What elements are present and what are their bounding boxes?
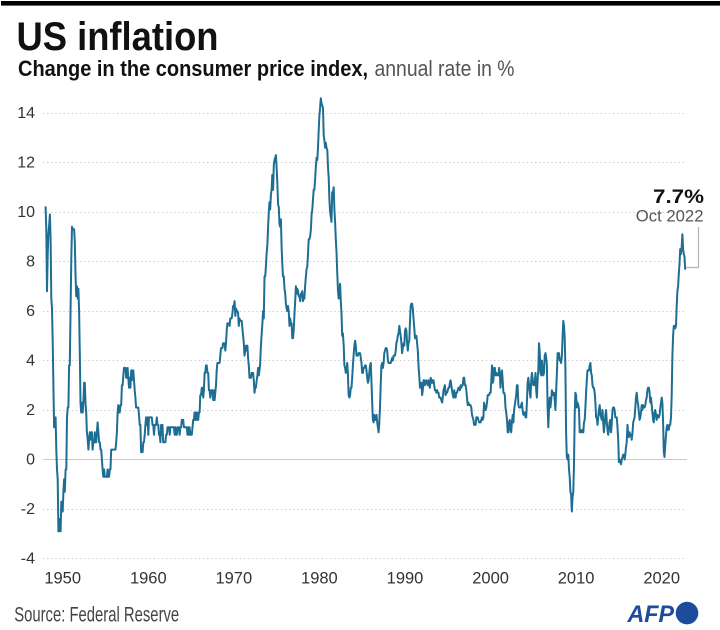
svg-text:2: 2 — [26, 402, 35, 419]
svg-text:1980: 1980 — [301, 570, 338, 588]
svg-text:7.7%: 7.7% — [653, 187, 704, 208]
svg-text:14: 14 — [17, 105, 35, 122]
svg-text:AFP: AFP — [627, 601, 675, 628]
svg-text:0: 0 — [26, 451, 35, 468]
svg-text:1960: 1960 — [130, 570, 167, 588]
svg-text:10: 10 — [17, 204, 35, 221]
svg-text:annual rate in %: annual rate in % — [375, 56, 515, 81]
svg-text:1970: 1970 — [215, 570, 252, 588]
svg-text:6: 6 — [26, 303, 35, 320]
svg-text:2020: 2020 — [643, 570, 680, 588]
svg-text:1990: 1990 — [387, 570, 424, 588]
svg-text:2000: 2000 — [472, 570, 509, 588]
svg-text:Source: Federal Reserve: Source: Federal Reserve — [14, 604, 179, 627]
svg-text:Change in the consumer price i: Change in the consumer price index, — [18, 56, 368, 81]
svg-text:Oct 2022: Oct 2022 — [636, 207, 704, 226]
svg-text:4: 4 — [26, 352, 35, 369]
svg-text:2010: 2010 — [558, 570, 595, 588]
svg-text:US inflation: US inflation — [17, 15, 219, 59]
svg-text:8: 8 — [26, 253, 35, 270]
svg-text:1950: 1950 — [44, 570, 81, 588]
svg-text:12: 12 — [17, 154, 35, 171]
svg-text:-2: -2 — [21, 501, 35, 518]
svg-text:-4: -4 — [21, 550, 35, 567]
